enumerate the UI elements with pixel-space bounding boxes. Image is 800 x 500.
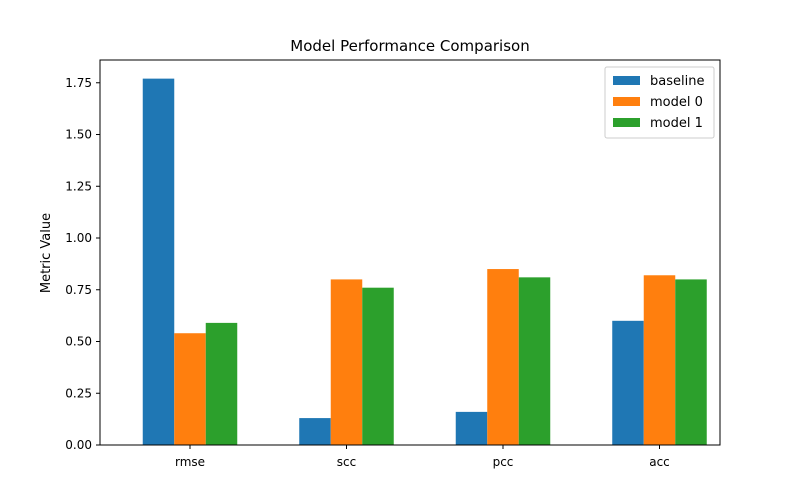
- bar-model-0-acc: [643, 275, 676, 445]
- bar-model-0-pcc: [487, 269, 519, 445]
- y-tick-label: 1.50: [65, 128, 92, 142]
- y-tick-label: 0.00: [65, 438, 92, 452]
- x-tick-label: scc: [337, 455, 356, 469]
- y-tick-label: 0.75: [65, 283, 92, 297]
- plot-area: 0.00 0.25 0.50 0.75 1.00 1.25 1.50 1.75 rmse scc p…: [65, 59, 721, 469]
- x-tick-label: acc: [649, 455, 670, 469]
- legend-swatch-baseline: [613, 76, 640, 85]
- bar-model-1-rmse: [205, 322, 238, 445]
- x-tick-label: rmse: [175, 455, 205, 469]
- y-tick-label: 1.75: [65, 76, 92, 90]
- bar-baseline-rmse: [142, 78, 175, 445]
- x-tick-label: pcc: [493, 455, 514, 469]
- bar-model-0-scc: [330, 279, 363, 445]
- y-tick-label: 0.25: [65, 386, 92, 400]
- bar-model-1-acc: [675, 279, 707, 445]
- legend-swatch-model-0: [613, 97, 640, 106]
- y-tick-label: 1.25: [65, 179, 92, 193]
- bar-baseline-scc: [299, 418, 331, 445]
- legend: baseline model 0 model 1: [604, 66, 715, 139]
- legend-label-model-0: model 0: [650, 95, 703, 110]
- chart-title: Model Performance Comparison: [290, 37, 529, 55]
- legend-label-baseline: baseline: [650, 74, 704, 89]
- bar-model-1-scc: [362, 287, 394, 445]
- y-tick-label: 0.50: [65, 335, 92, 349]
- bar-baseline-pcc: [455, 411, 488, 445]
- legend-swatch-model-1: [613, 118, 640, 127]
- y-tick-label: 1.00: [65, 231, 92, 245]
- bar-model-1-pcc: [518, 277, 551, 445]
- y-axis-label: Metric Value: [39, 213, 54, 293]
- bar-baseline-acc: [612, 320, 644, 445]
- legend-label-model-1: model 1: [650, 116, 703, 131]
- axes-frame: [99, 59, 721, 446]
- bar-model-0-rmse: [174, 333, 206, 445]
